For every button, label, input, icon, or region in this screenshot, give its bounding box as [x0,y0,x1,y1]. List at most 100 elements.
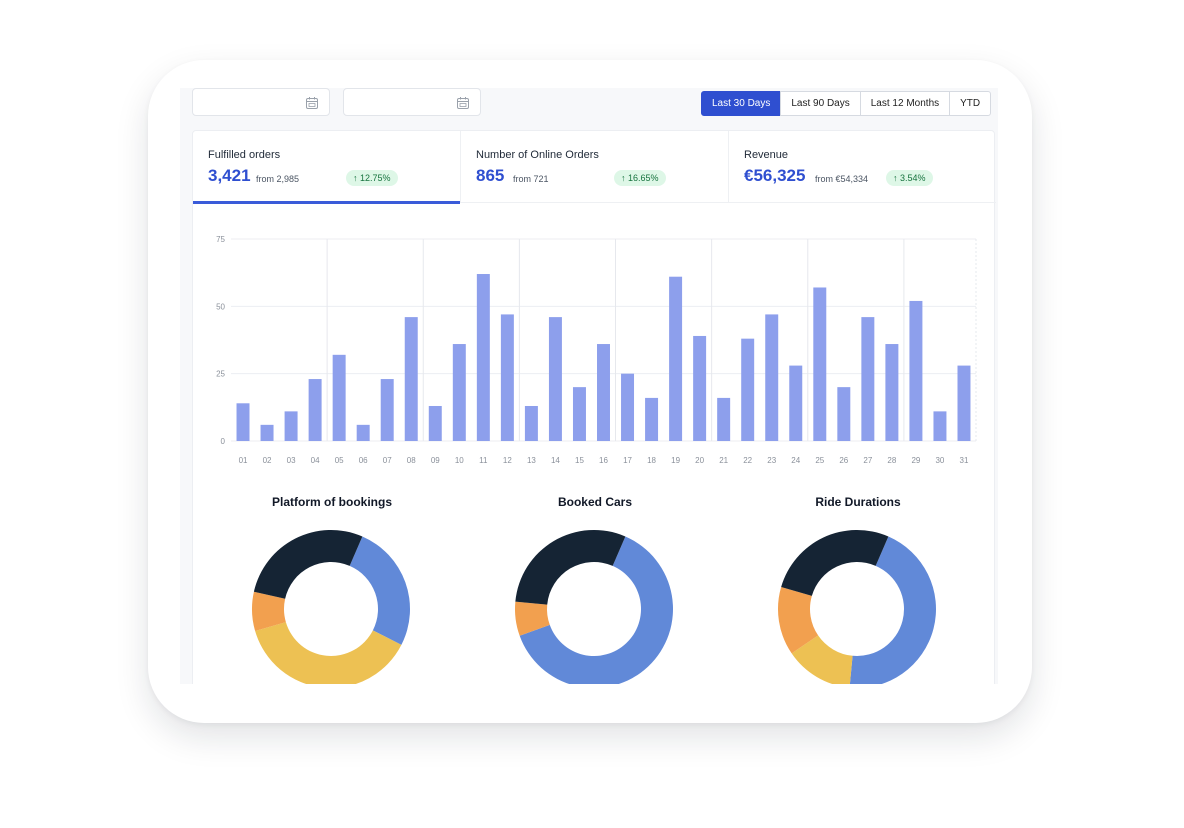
bar-day-11[interactable] [476,274,490,441]
bar-day-06[interactable] [356,424,370,441]
bar-day-26[interactable] [837,387,851,441]
bar-day-02[interactable] [260,424,274,441]
bar-day-09[interactable] [428,405,442,441]
bar-day-08[interactable] [404,317,418,441]
x-tick-label: 11 [479,456,488,465]
donut-slice-2[interactable] [778,586,819,654]
x-tick-label: 02 [263,456,272,465]
x-tick-label: 01 [239,456,248,465]
kpi-online-orders[interactable]: Number of Online Orders 865 from 721 ↑ 1… [460,131,727,203]
booked-cars-title: Booked Cars [557,495,633,509]
x-tick-label: 17 [623,456,632,465]
bar-day-10[interactable] [452,344,466,441]
change-value: 12.75% [360,173,391,183]
change-value: 3.54% [900,173,926,183]
x-tick-label: 07 [383,456,392,465]
x-tick-label: 20 [695,456,704,465]
x-tick-label: 09 [431,456,440,465]
bar-day-30[interactable] [933,411,947,441]
x-tick-label: 21 [719,456,728,465]
donut-slice-0[interactable] [849,536,936,684]
donut-slice-0[interactable] [519,536,673,684]
donut-slice-2[interactable] [515,530,626,605]
bar-day-23[interactable] [765,314,779,441]
kpi-previous-value: from 2,985 [256,174,300,184]
booked-cars-donut [515,530,673,684]
x-tick-label: 03 [287,456,296,465]
x-tick-label: 28 [887,456,896,465]
x-tick-label: 13 [527,456,536,465]
bar-day-20[interactable] [693,335,707,441]
bar-day-19[interactable] [669,276,683,441]
y-tick-label: 75 [216,235,225,244]
daily-orders-bar-chart: 0 25 50 75 01 02 03 04 05 06 07 08 09 10 11 12 13 14 15 16 1… [216,235,977,465]
donut-slice-1[interactable] [791,635,853,684]
bar-day-28[interactable] [885,344,899,441]
bar-day-29[interactable] [909,300,923,441]
kpi-label: Number of Online Orders [476,149,599,161]
x-tick-label: 05 [335,456,344,465]
bar-day-14[interactable] [548,317,562,441]
bar-day-21[interactable] [717,397,731,441]
change-badge: ↑ 12.75% [346,170,398,186]
x-tick-label: 25 [815,456,824,465]
start-date-field[interactable] [192,88,330,116]
bar-day-27[interactable] [861,317,875,441]
bar-day-24[interactable] [789,365,803,441]
kpi-value: 3,421 [208,166,251,185]
kpi-label: Revenue [744,149,789,161]
ride-durations-title: Ride Durations [815,495,901,509]
bar-day-03[interactable] [284,411,298,441]
bar-day-17[interactable] [621,373,635,441]
end-date-field[interactable] [343,88,481,116]
last-90-days-button[interactable]: Last 90 Days [780,91,861,116]
y-tick-label: 25 [216,370,225,379]
calendar-icon[interactable] [456,96,470,110]
bar-day-25[interactable] [813,287,827,441]
platform-of-bookings-donut [252,530,410,684]
bar-day-12[interactable] [500,314,514,441]
donut-slice-1[interactable] [255,622,402,684]
x-tick-label: 30 [935,456,944,465]
ytd-button[interactable]: YTD [949,91,992,116]
x-tick-label: 31 [960,456,969,465]
kpi-previous-value: from €54,334 [815,174,869,184]
bar-day-22[interactable] [741,338,755,441]
y-tick-label: 0 [221,437,226,446]
calendar-icon[interactable] [305,96,319,110]
kpi-fulfilled-orders[interactable]: Fulfilled orders 3,421 from 2,985 ↑ 12.7… [193,131,460,204]
bar-day-15[interactable] [572,387,586,441]
bar-day-31[interactable] [957,365,971,441]
platform-of-bookings-title: Platform of bookings [272,495,392,509]
kpi-revenue[interactable]: Revenue €56,325 from €54,334 ↑ 3.54% [728,131,995,203]
last-12-months-button[interactable]: Last 12 Months [859,91,951,116]
arrow-up-icon: ↑ [621,173,626,183]
bar-day-18[interactable] [645,397,659,441]
donut-slice-3[interactable] [781,530,889,596]
ride-durations-donut [778,530,936,684]
bar-day-05[interactable] [332,354,346,441]
change-badge: ↑ 3.54% [886,170,933,186]
kpi-previous-value: from 721 [513,174,549,184]
x-tick-label: 15 [575,456,584,465]
donut-slice-0[interactable] [349,536,410,645]
bar-day-07[interactable] [380,379,394,441]
last-30-days-button[interactable]: Last 30 Days [701,91,782,116]
device-frame: Last 30 Days Last 90 Days Last 12 Months… [148,60,1032,723]
x-tick-label: 12 [503,456,512,465]
donut-slice-2[interactable] [252,591,286,632]
bar-day-04[interactable] [308,379,322,441]
donut-slice-3[interactable] [253,530,363,599]
bar-day-01[interactable] [236,403,250,441]
x-tick-label: 26 [839,456,848,465]
x-tick-label: 16 [599,456,608,465]
bar-day-16[interactable] [597,344,610,441]
x-tick-label: 10 [455,456,464,465]
x-tick-label: 23 [767,456,776,465]
x-tick-label: 24 [791,456,800,465]
bar-day-13[interactable] [524,405,538,441]
donut-slice-1[interactable] [515,601,550,636]
orders-card: Fulfilled orders 3,421 from 2,985 ↑ 12.7… [192,130,996,684]
x-tick-label: 22 [743,456,752,465]
arrow-up-icon: ↑ [893,173,898,183]
